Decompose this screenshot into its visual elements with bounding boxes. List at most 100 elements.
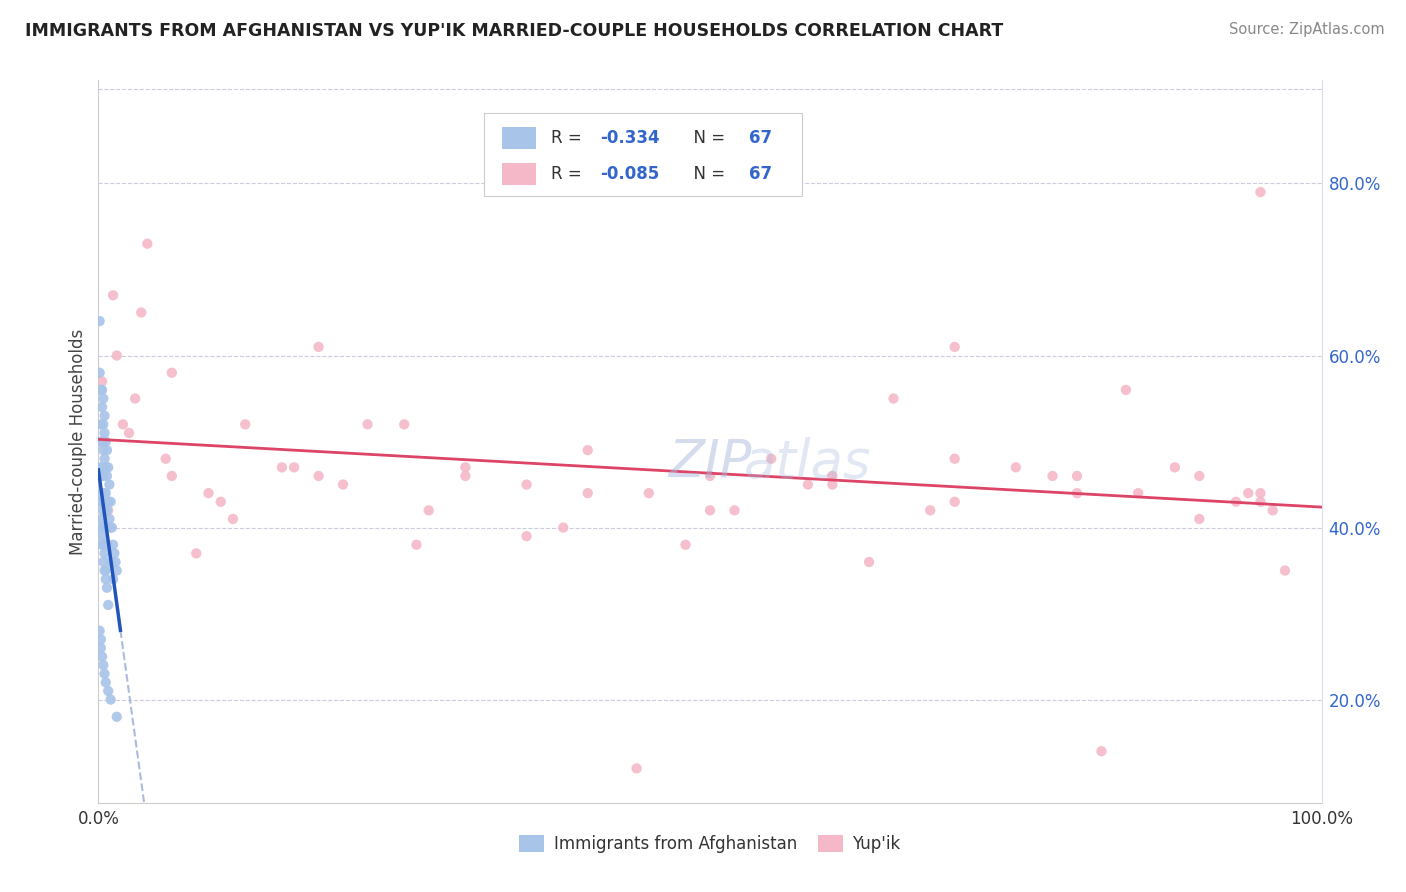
Point — [454, 460, 477, 475]
Point — [1249, 486, 1271, 500]
Point — [943, 451, 966, 466]
Point — [91, 503, 114, 517]
Point — [136, 236, 159, 251]
Text: 67: 67 — [749, 129, 772, 147]
Point — [94, 675, 117, 690]
Point — [270, 460, 294, 475]
Point — [91, 434, 114, 449]
Point — [91, 486, 114, 500]
Point — [1249, 185, 1271, 199]
Point — [105, 564, 128, 578]
Point — [883, 392, 905, 406]
Point — [93, 434, 115, 449]
Point — [105, 349, 128, 363]
Point — [100, 494, 122, 508]
Point — [91, 529, 114, 543]
Point — [91, 469, 114, 483]
Point — [821, 477, 844, 491]
Point — [1188, 512, 1211, 526]
Point — [111, 417, 134, 432]
Point — [100, 555, 122, 569]
Point — [101, 538, 124, 552]
FancyBboxPatch shape — [502, 128, 536, 149]
Point — [1274, 564, 1296, 578]
Point — [155, 451, 177, 466]
Point — [90, 469, 112, 483]
Point — [97, 598, 120, 612]
Point — [91, 375, 114, 389]
Text: N =: N = — [683, 165, 731, 183]
Point — [93, 409, 115, 423]
Point — [96, 581, 118, 595]
Point — [209, 494, 232, 508]
Point — [91, 417, 114, 432]
Point — [1261, 503, 1284, 517]
Point — [89, 314, 111, 328]
Point — [94, 434, 117, 449]
Point — [90, 434, 112, 449]
Text: IMMIGRANTS FROM AFGHANISTAN VS YUP'IK MARRIED-COUPLE HOUSEHOLDS CORRELATION CHAR: IMMIGRANTS FROM AFGHANISTAN VS YUP'IK MA… — [25, 22, 1004, 40]
Point — [160, 366, 183, 380]
Point — [91, 460, 114, 475]
Point — [761, 451, 783, 466]
Point — [553, 520, 575, 534]
Point — [90, 460, 112, 475]
Point — [91, 443, 114, 458]
Point — [1188, 469, 1211, 483]
Point — [1237, 486, 1260, 500]
Point — [91, 494, 114, 508]
Point — [98, 477, 121, 491]
Point — [392, 417, 416, 432]
Point — [96, 503, 118, 517]
Point — [96, 538, 118, 552]
Point — [90, 494, 112, 508]
Point — [332, 477, 354, 491]
Point — [858, 555, 880, 569]
Point — [1115, 383, 1137, 397]
Point — [90, 632, 112, 647]
Point — [91, 658, 114, 673]
Point — [94, 486, 117, 500]
Text: atlas: atlas — [744, 437, 872, 489]
Point — [104, 555, 127, 569]
Text: 67: 67 — [749, 165, 772, 183]
Point — [91, 494, 114, 508]
Point — [637, 486, 661, 500]
Point — [1004, 460, 1026, 475]
Y-axis label: Married-couple Households: Married-couple Households — [69, 328, 87, 555]
Point — [105, 710, 128, 724]
Point — [90, 383, 112, 397]
Point — [90, 520, 112, 534]
Point — [356, 417, 378, 432]
Point — [91, 512, 114, 526]
Point — [1225, 494, 1247, 508]
Point — [94, 564, 117, 578]
Point — [96, 443, 118, 458]
Point — [91, 400, 114, 414]
Point — [920, 503, 942, 517]
Point — [308, 469, 330, 483]
Point — [90, 640, 112, 655]
Point — [576, 443, 599, 458]
Point — [1164, 460, 1187, 475]
Point — [89, 366, 111, 380]
Text: Source: ZipAtlas.com: Source: ZipAtlas.com — [1229, 22, 1385, 37]
Point — [97, 460, 120, 475]
Point — [90, 417, 112, 432]
Point — [454, 469, 477, 483]
Point — [418, 503, 440, 517]
Point — [91, 538, 114, 552]
Point — [93, 666, 115, 681]
Point — [97, 494, 120, 508]
Point — [1066, 469, 1088, 483]
Point — [186, 546, 208, 560]
Legend: Immigrants from Afghanistan, Yup'ik: Immigrants from Afghanistan, Yup'ik — [513, 828, 907, 860]
Point — [118, 425, 141, 440]
Point — [576, 486, 599, 500]
Point — [91, 649, 114, 664]
Point — [1042, 469, 1064, 483]
Point — [100, 692, 122, 706]
Point — [943, 340, 966, 354]
Point — [93, 425, 115, 440]
Point — [626, 761, 648, 775]
